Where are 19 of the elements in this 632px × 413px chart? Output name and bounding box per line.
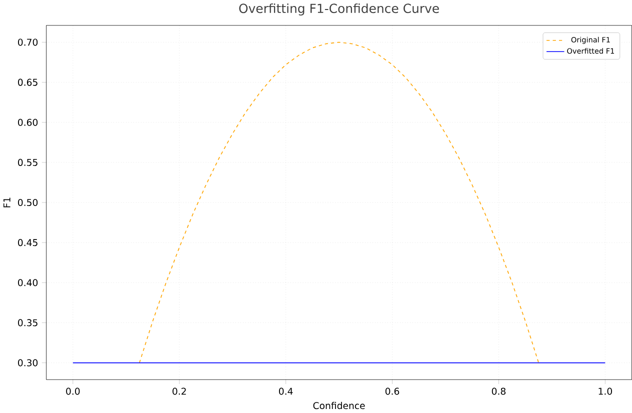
y-tick-label: 0.55 [18,159,38,166]
y-tick-label: 0.70 [18,38,38,46]
line-series [139,42,540,364]
y-tick-label: 0.50 [18,199,38,206]
y-tick-label: 0.65 [18,78,38,86]
x-tick-label: 0.2 [172,388,186,395]
x-tick-label: 0.8 [492,388,506,395]
y-tick-label: 0.40 [18,279,38,286]
x-tick-label: 0.6 [385,388,400,395]
y-tick-label: 0.35 [18,319,38,326]
y-tick-label: 0.45 [18,239,38,246]
chart-title: Overfitting F1-Confidence Curve [239,4,439,16]
x-tick-label: 0.4 [279,388,293,395]
x-axis-title: Confidence [313,402,365,410]
x-tick-label: 0.0 [66,388,80,395]
y-tick-label: 0.60 [18,119,38,126]
y-axis-title: F1 [3,198,10,208]
x-tick-label: 1.0 [598,388,612,395]
y-tick-label: 0.30 [18,359,38,367]
